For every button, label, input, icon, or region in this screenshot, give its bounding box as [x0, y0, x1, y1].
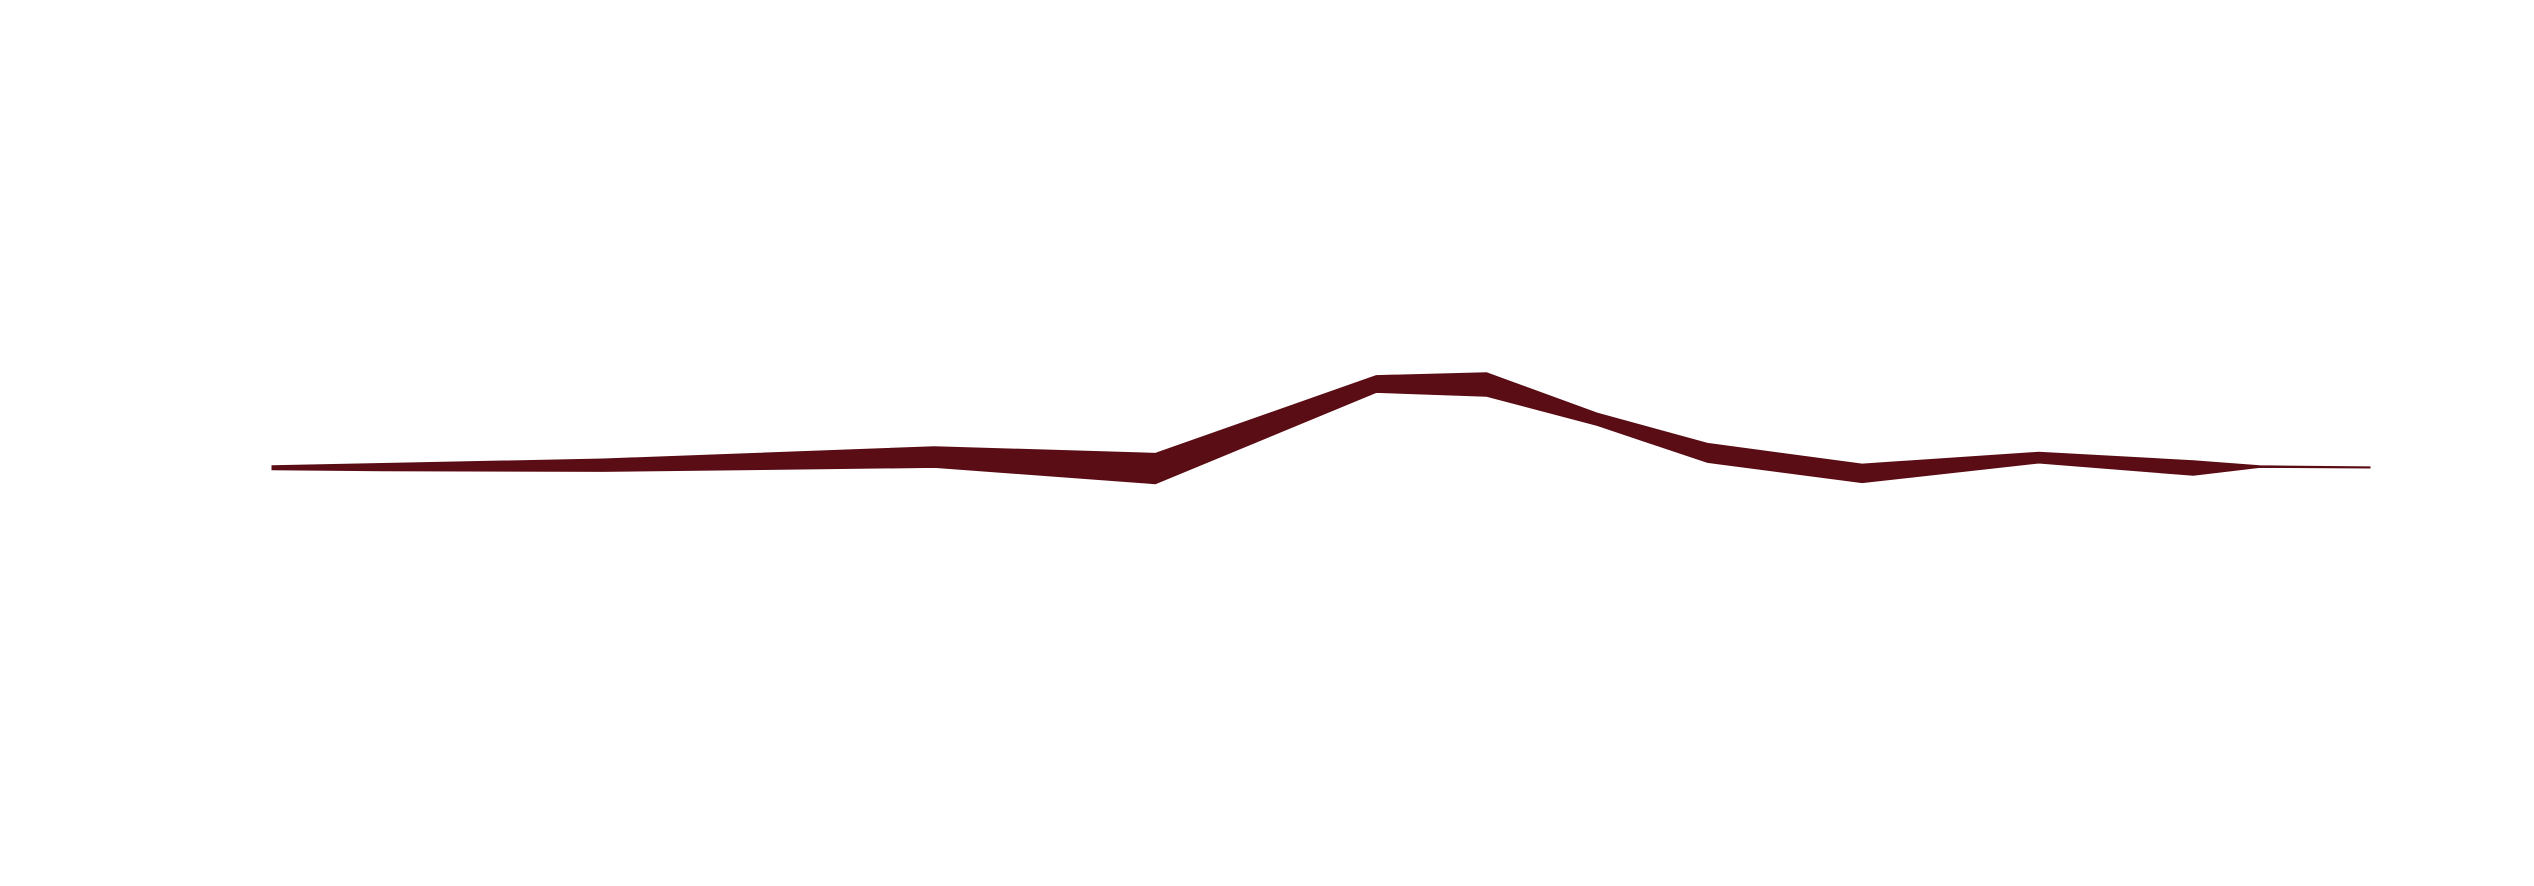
series-group: [271, 372, 2371, 485]
series-band-0: [271, 372, 2371, 485]
